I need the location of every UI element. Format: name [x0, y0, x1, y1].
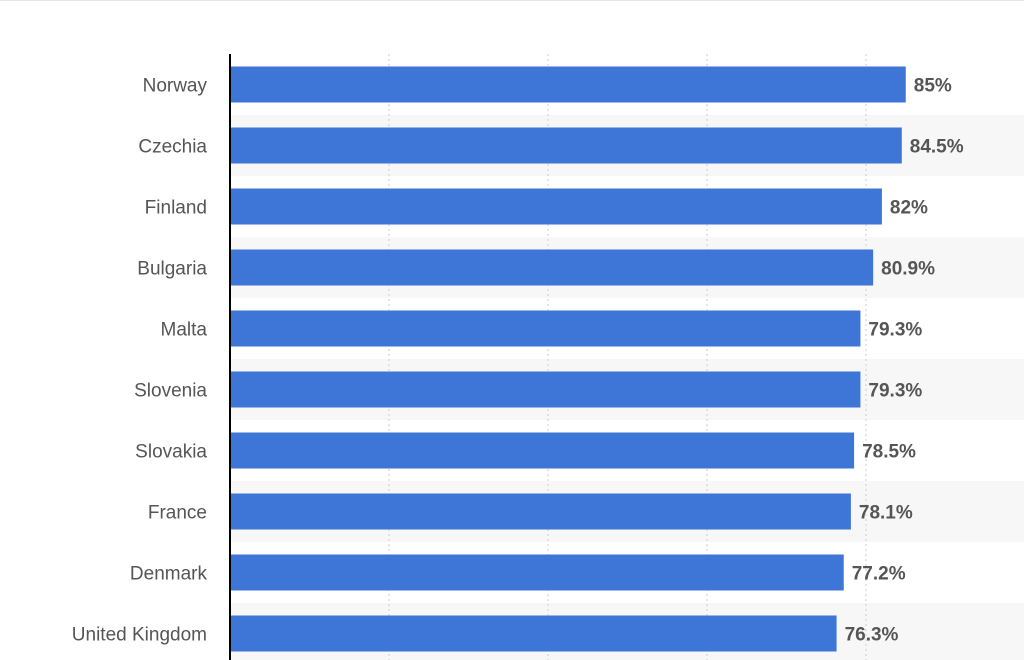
bar: [230, 615, 837, 652]
value-label: 79.3%: [868, 320, 922, 341]
bar: [230, 127, 902, 164]
value-labels: 85% 84.5% 82% 80.9% 79.3% 79.3% 78.5% 78.1% 77.2…: [845, 76, 964, 646]
category-label: Slovakia: [135, 442, 207, 463]
category-label: Czechia: [138, 137, 207, 158]
category-label: Malta: [161, 320, 208, 341]
bar: [230, 249, 874, 286]
value-label: 78.1%: [859, 503, 913, 524]
bar: [230, 188, 882, 225]
bar: [230, 554, 844, 591]
category-label: Norway: [143, 76, 208, 97]
category-label: Bulgaria: [137, 259, 207, 280]
value-label: 76.3%: [845, 625, 899, 646]
bars: [230, 66, 906, 652]
value-label: 82%: [890, 198, 928, 219]
value-label: 84.5%: [910, 137, 964, 158]
category-labels: Norway Czechia Finland Bulgaria Malta Sloveni…: [72, 76, 208, 646]
value-label: 78.5%: [862, 442, 916, 463]
value-label: 77.2%: [852, 564, 906, 585]
bar: [230, 371, 861, 408]
category-label: Finland: [145, 198, 207, 219]
value-label: 80.9%: [881, 259, 935, 280]
bar: [230, 310, 861, 347]
category-label: United Kingdom: [72, 625, 207, 646]
category-label: Denmark: [130, 564, 208, 585]
bar: [230, 493, 851, 530]
category-label: France: [148, 503, 207, 524]
bar: [230, 66, 906, 103]
value-label: 79.3%: [868, 381, 922, 402]
category-label: Slovenia: [134, 381, 207, 402]
top-rule: [0, 0, 1024, 1]
bar: [230, 432, 855, 469]
value-label: 85%: [914, 76, 952, 97]
